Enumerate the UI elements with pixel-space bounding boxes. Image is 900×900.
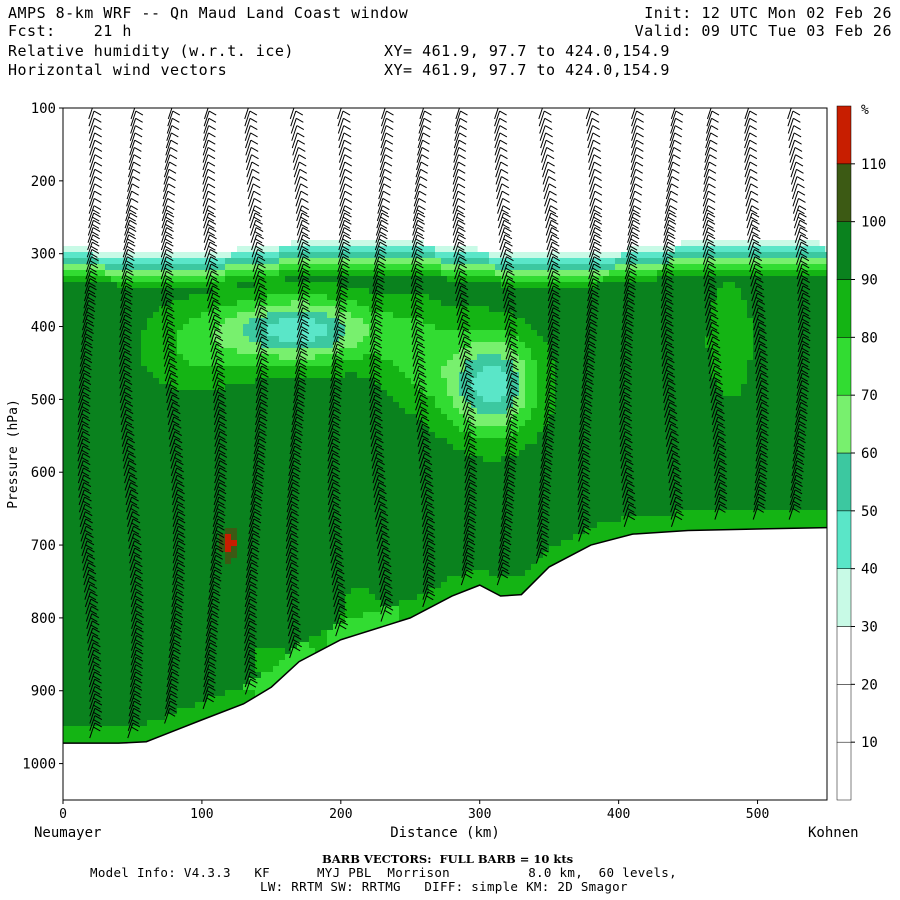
field-name-rh: Relative humidity (w.r.t. ice) [8,42,294,60]
colorbar-swatch [836,452,852,512]
colorbar-swatch [836,279,852,338]
valid-time: Valid: 09 UTC Tue 03 Feb 26 [634,22,892,40]
y-tick-label: 300 [31,247,56,263]
colorbar: 10 20 30 40 50 60 70 80 90 100 110% [836,103,886,801]
colorbar-label: 50 [861,504,878,520]
x-tick-label: 400 [607,807,630,822]
colorbar-label: 110 [861,157,886,173]
forecast-hour: Fcst: 21 h [8,22,132,40]
barb-column [410,108,436,608]
barb-column [369,108,394,622]
colorbar-label: 40 [861,562,878,578]
plot-frame [62,107,828,801]
y-tick-label: 600 [31,465,56,481]
y-tick-label: 700 [31,538,56,554]
x-tick-label: 200 [329,807,352,822]
barb-column [202,108,228,710]
colorbar-unit: % [861,103,869,118]
barb-column [787,108,811,520]
y-tick-label: 500 [31,392,56,408]
barb-column [119,108,144,739]
colorbar-label: 90 [861,273,878,289]
barb-column [702,108,728,520]
cross-section-endpoints-2: XY= 461.9, 97.7 to 424.0,154.9 [384,61,670,79]
colorbar-swatch [836,684,852,743]
colorbar-swatch [836,221,852,280]
y-tick-label: 100 [31,101,56,117]
colorbar-swatch [836,568,852,627]
init-time: Init: 12 UTC Mon 02 Feb 26 [644,4,892,22]
x-tick-label: 500 [746,807,769,822]
x-tick-label: 300 [468,807,491,822]
x-tick-label: 0 [59,807,67,822]
colorbar-swatch [836,626,852,685]
colorbar-label: 60 [861,446,878,462]
x-end-label: Kohnen [808,825,859,841]
model-info: Model Info: V4.3.3 KF MYJ PBL Morrison 8… [90,865,677,880]
terrain [63,526,827,800]
y-tick-label: 200 [31,174,56,190]
chart-title: AMPS 8-km WRF -- Qn Maud Land Coast wind… [8,4,409,22]
colorbar-label: 20 [861,677,878,693]
y-tick-label: 1000 [22,757,56,773]
colorbar-swatch [836,163,852,222]
colorbar-label: 100 [861,215,886,231]
colorbar-label: 10 [861,735,878,751]
barb-column [160,108,186,724]
barb-column [494,108,519,586]
x-tick-label: 100 [190,807,213,822]
y-tick-label: 800 [31,611,56,627]
colorbar-swatch [836,337,852,396]
field-name-wind: Horizontal wind vectors [8,61,228,79]
cross-section-endpoints: XY= 461.9, 97.7 to 424.0,154.9 [384,42,670,60]
colorbar-label: 30 [861,620,878,636]
barb-column [577,108,603,542]
x-axis-label: Distance (km) [390,825,500,841]
terrain-outline [63,526,827,744]
y-tick-label: 400 [31,320,56,336]
model-info-2: LW: RRTM SW: RRTMG DIFF: simple KM: 2D S… [260,879,628,894]
barb-column [77,108,103,739]
colorbar-swatch [836,510,852,569]
barb-column [244,108,269,695]
barb-column [619,108,644,527]
barb-column [660,108,684,527]
barb-column [535,108,561,564]
colorbar-swatch [836,105,852,165]
colorbar-label: 70 [861,388,878,404]
barb-column [327,108,353,637]
colorbar-label: 80 [861,330,878,346]
barb-column [452,108,478,586]
x-start-label: Neumayer [34,825,101,841]
wind-barbs [77,108,811,739]
barb-column [285,108,311,659]
axes: 100 200 300 400 500 600 700 800 900 1000 0 100 200 30… [6,101,859,841]
terrain-fill [63,527,827,800]
y-axis-label: Pressure (hPa) [6,399,21,509]
barb-note: BARB VECTORS: FULL BARB = 10 kts [322,852,574,866]
y-tick-label: 900 [31,684,56,700]
barb-column [744,108,769,520]
colorbar-swatch [836,741,852,801]
colorbar-swatch [836,394,852,454]
